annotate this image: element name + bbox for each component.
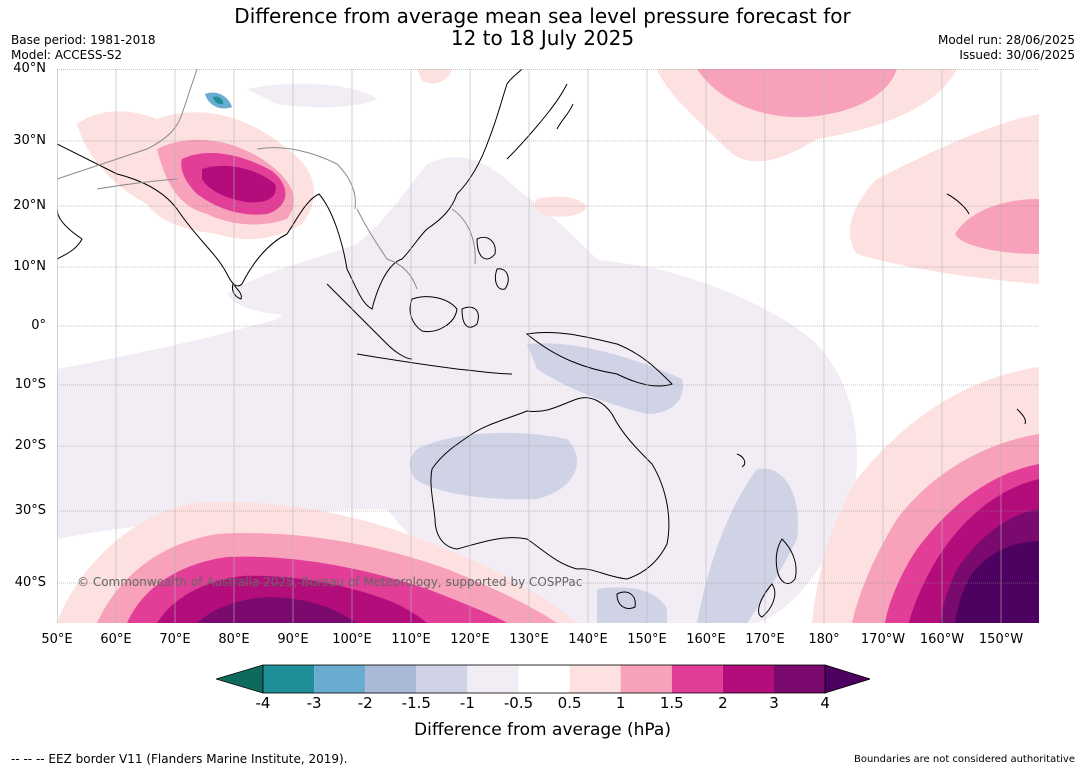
lon-label: 80°E <box>218 632 250 647</box>
lon-label: 70°E <box>159 632 191 647</box>
lat-label: 30°S <box>14 503 46 518</box>
meridians <box>57 69 1002 623</box>
colorbar-cell <box>569 665 621 693</box>
colorbar-label: -4 <box>255 694 271 712</box>
model-run: Model run: 28/06/2025 <box>937 33 1075 47</box>
lon-label: 140°E <box>568 632 608 647</box>
lat-label: 40°S <box>14 575 46 590</box>
lat-label: 20°S <box>14 438 46 453</box>
lon-label: 120°E <box>450 632 490 647</box>
lat-label: 20°N <box>13 198 46 213</box>
issued-date: Issued: 30/06/2025 <box>959 48 1075 62</box>
pressure-anomaly-map: © Commonwealth of Australia 2025, Bureau… <box>57 69 1039 623</box>
anomaly-south-asia <box>77 111 314 240</box>
colorbar-cell <box>263 665 315 693</box>
title-line-1: Difference from average mean sea level p… <box>234 4 851 28</box>
colorbar-label: 2 <box>718 694 728 712</box>
lon-label: 150°E <box>627 632 667 647</box>
colorbar-label: -2 <box>357 694 373 712</box>
copyright-notice: © Commonwealth of Australia 2025, Bureau… <box>77 575 582 589</box>
anomaly-patch-north <box>417 69 452 84</box>
colorbar-cell <box>518 665 570 693</box>
lat-label: 10°N <box>13 259 46 274</box>
title-line-2: 12 to 18 July 2025 <box>450 26 635 50</box>
colorbar-cell <box>416 665 468 693</box>
boundaries-note: Boundaries are not considered authoritat… <box>853 754 1075 765</box>
lon-label: 170°E <box>745 632 785 647</box>
lat-label: 10°S <box>14 377 46 392</box>
colorbar-frame <box>262 664 826 694</box>
lon-label: 50°E <box>41 632 73 647</box>
chart-title: Difference from average mean sea level p… <box>0 5 1085 49</box>
colorbar-label: -3 <box>306 694 322 712</box>
colorbar-cell <box>467 665 519 693</box>
colorbar-extend-high <box>824 664 870 694</box>
anomaly-east-pacific <box>849 114 1039 284</box>
colorbar-cell <box>314 665 366 693</box>
lon-label: 110°E <box>391 632 431 647</box>
lon-label: 170°W <box>860 632 906 647</box>
lat-label: 30°N <box>13 133 46 148</box>
anomaly-north-pacific <box>657 69 957 162</box>
colorbar-label: 0.5 <box>557 694 582 712</box>
colorbar-cell <box>365 665 417 693</box>
colorbar-cell <box>722 665 774 693</box>
colorbar-title: Difference from average (hPa) <box>414 720 671 740</box>
colorbar-cell <box>774 665 826 693</box>
colorbar-label: 4 <box>820 694 830 712</box>
lon-label: 180° <box>808 632 840 647</box>
colorbar-extend-low <box>216 664 264 694</box>
colorbar-label: 1 <box>615 694 626 712</box>
eez-note: -- -- -- EEZ border V11 (Flanders Marine… <box>11 752 348 766</box>
model-name: Model: ACCESS-S2 <box>11 48 123 62</box>
colorbar-cell <box>671 665 723 693</box>
anomaly-patch-phil <box>534 196 587 217</box>
colorbar-label: -1 <box>459 694 475 712</box>
base-period: Base period: 1981-2018 <box>11 33 156 47</box>
anomaly-negative-moderate <box>409 343 798 623</box>
coastlines <box>57 69 1026 618</box>
lon-label: 100°E <box>332 632 372 647</box>
lon-label: 60°E <box>100 632 132 647</box>
colorbar-cell <box>620 665 672 693</box>
graticule <box>57 69 1039 584</box>
colorbar-label: -0.5 <box>503 694 534 712</box>
colorbar-label: 3 <box>769 694 779 712</box>
lon-label: 90°E <box>277 632 309 647</box>
anomaly-south-indian <box>57 502 577 623</box>
lon-label: 130°E <box>509 632 549 647</box>
lon-label: 150°W <box>978 632 1024 647</box>
anomaly-negative-strong <box>205 92 232 109</box>
colorbar-label: 1.5 <box>659 694 684 712</box>
lat-label: 40°N <box>13 61 46 76</box>
lon-label: 160°W <box>919 632 965 647</box>
colorbar <box>216 664 870 694</box>
colorbar-label: -1.5 <box>401 694 431 712</box>
lon-label: 160°E <box>686 632 726 647</box>
lat-label: 0° <box>31 318 46 333</box>
